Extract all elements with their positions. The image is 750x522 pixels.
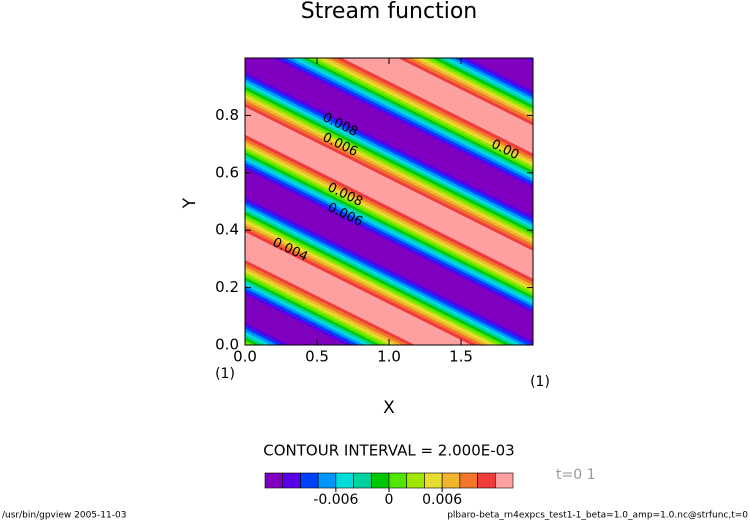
- chart-title: Stream function: [301, 0, 477, 24]
- y-tick-label: 0.8: [215, 106, 239, 124]
- y-tick-label: 0.6: [215, 163, 239, 181]
- y-tick-label: 0.2: [215, 278, 239, 296]
- colorbar-cell: [459, 472, 478, 489]
- colorbar-cell: [370, 472, 390, 489]
- colorbar-cell: [300, 472, 319, 489]
- colorbar-tick-label: 0.006: [422, 492, 462, 508]
- colorbar-cell: [317, 472, 337, 489]
- colorbar-tick-label: -0.006: [313, 492, 358, 508]
- x-tick-label: 0.5: [305, 348, 329, 366]
- contour-interval: CONTOUR INTERVAL = 2.000E-03: [263, 442, 514, 460]
- colorbar-cell: [406, 472, 425, 489]
- x-tick-label: 1.5: [449, 348, 473, 366]
- time-label: t=0 1: [556, 467, 595, 483]
- footer: /usr/bin/gpview 2005-11-03: [2, 511, 126, 521]
- unit-label: (1): [215, 366, 235, 382]
- colorbar-cell: [494, 472, 514, 489]
- colorbar-cell: [441, 472, 461, 489]
- colorbar-cell: [424, 472, 443, 489]
- colorbar-cell: [388, 472, 408, 489]
- unit-label: (1): [530, 374, 550, 390]
- contour-field: [245, 58, 533, 345]
- footer: plbaro-beta_rn4expcs_test1-1_beta=1.0_am…: [447, 511, 748, 521]
- x-tick-label: 0.0: [233, 348, 257, 366]
- colorbar-cell: [477, 472, 496, 489]
- colorbar-cell: [282, 472, 301, 489]
- colorbar-cell: [335, 472, 354, 489]
- y-axis-label: Y: [180, 197, 200, 209]
- colorbar-cell: [264, 472, 284, 489]
- y-tick-label: 0.4: [215, 221, 239, 239]
- x-tick-label: 1.0: [377, 348, 401, 366]
- x-axis-label: X: [383, 398, 395, 418]
- y-tick-label: 0.0: [215, 336, 239, 354]
- colorbar-tick-label: 0: [385, 492, 394, 508]
- colorbar-cell: [353, 472, 372, 489]
